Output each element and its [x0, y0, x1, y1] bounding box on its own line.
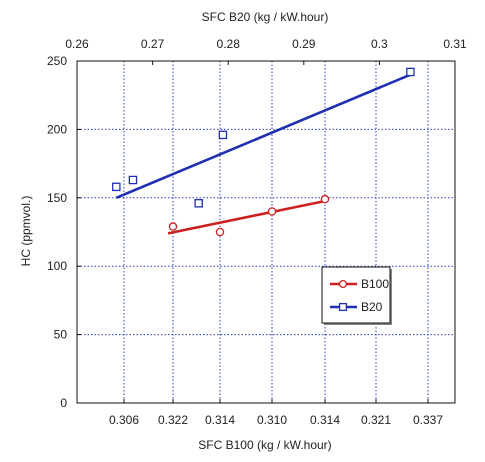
b100-point-0	[168, 222, 178, 231]
top-tick-label-1: 0.27	[141, 37, 165, 51]
b100-fit-line	[167, 199, 328, 235]
legend-marker-b20	[338, 302, 348, 312]
top-tick-label-5: 0.31	[443, 37, 467, 51]
bottom-tick-label-0: 0.306	[109, 413, 139, 427]
y-axis-title: HC (ppmvol.)	[19, 196, 33, 267]
legend: B100 B20	[321, 266, 392, 325]
bottom-tick-label-5: 0.321	[361, 413, 391, 427]
y-tick-label-4: 200	[47, 122, 67, 136]
y-tick-label-2: 100	[47, 259, 67, 273]
top-tick-label-2: 0.28	[217, 37, 241, 51]
legend-label-b100: B100	[361, 277, 389, 291]
plot-frame	[76, 60, 456, 404]
b20-point-3	[218, 130, 228, 140]
bottom-tick-label-1: 0.322	[158, 413, 188, 427]
top-tick-label-0: 0.26	[65, 37, 89, 51]
bottom-tick-label-6: 0.337	[413, 413, 443, 427]
b20-point-0	[112, 182, 121, 192]
data-marks	[112, 67, 415, 237]
b100-point-1	[215, 227, 225, 237]
b20-fit-line	[115, 73, 411, 199]
bottom-axis-title: SFC B100 (kg / kW.hour)	[198, 438, 331, 452]
legend-box	[321, 266, 391, 324]
y-tick-label-1: 50	[54, 328, 68, 342]
b20-point-1	[128, 175, 138, 185]
y-tick-label-0: 0	[60, 396, 67, 410]
bottom-tick-label-2: 0.314	[205, 413, 235, 427]
top-tick-label-4: 0.3	[371, 37, 388, 51]
b20-point-4	[406, 67, 415, 77]
y-tick-label-5: 250	[47, 54, 67, 68]
top-axis-title: SFC B20 (kg / kW.hour)	[202, 10, 329, 24]
bottom-tick-label-3: 0.310	[257, 413, 287, 427]
grid	[76, 60, 456, 404]
y-tick-label-3: 150	[47, 191, 67, 205]
tick-labels: 0 50 100 150 200 250 0.26 0.27 0.28 0.29 0.3 0.31 0.…	[47, 37, 467, 427]
b100-point-3	[320, 194, 330, 204]
bottom-tick-label-4: 0.314	[310, 413, 340, 427]
legend-label-b20: B20	[361, 300, 383, 314]
legend-marker-b100	[338, 279, 348, 289]
b100-point-2	[267, 207, 277, 216]
top-tick-label-3: 0.29	[292, 37, 316, 51]
b20-point-2	[194, 199, 203, 208]
